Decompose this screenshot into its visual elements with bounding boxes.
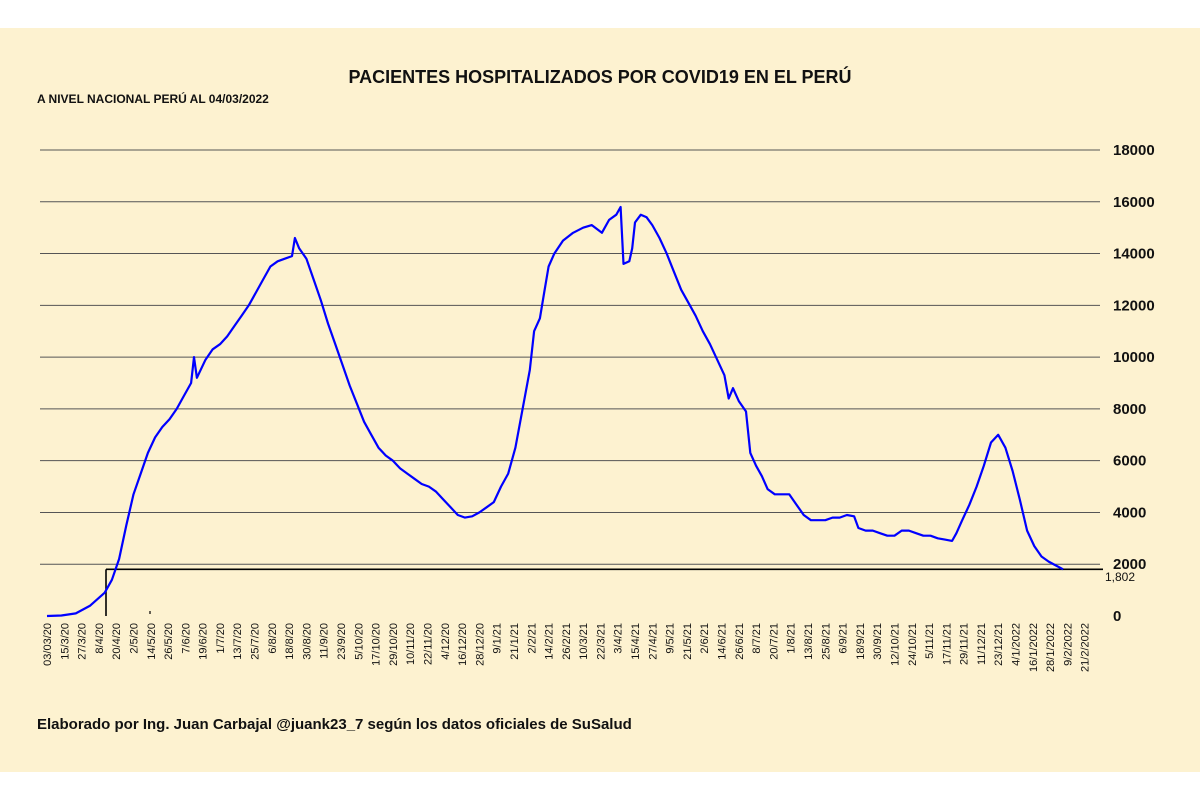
- y-tick-label: 16000: [1113, 194, 1155, 211]
- y-tick-label: 4000: [1113, 504, 1146, 521]
- x-tick-label: 18/9/21: [855, 623, 867, 660]
- y-tick-label: 2000: [1113, 556, 1146, 573]
- x-tick-label: 9/2/2022: [1062, 623, 1074, 666]
- x-tick-label: 30/8/20: [301, 623, 313, 660]
- x-tick-label: 24/10/21: [907, 623, 919, 666]
- x-tick-label: 1/7/20: [215, 623, 227, 654]
- x-tick-label: 25/8/21: [820, 623, 832, 660]
- x-tick-label: 26/2/21: [561, 623, 573, 660]
- x-tick-label: 14/2/21: [544, 623, 556, 660]
- x-tick-label: 4/12/20: [440, 623, 452, 660]
- x-tick-label: 8/4/20: [94, 623, 106, 654]
- x-tick-label: 11/9/20: [319, 623, 331, 659]
- x-tick-label: 3/4/21: [613, 623, 625, 654]
- x-tick-label: 21/2/2022: [1080, 623, 1092, 672]
- y-axis-ticks: 0 2000 4000 6000 8000 10000 12000 14000 16000 180…: [1113, 142, 1155, 625]
- y-tick-label: 14000: [1113, 246, 1155, 263]
- y-tick-label: 6000: [1113, 453, 1146, 470]
- chart-frame: PACIENTES HOSPITALIZADOS POR COVID19 EN …: [0, 28, 1200, 772]
- credit-note: Elaborado por Ing. Juan Carbajal @juank2…: [37, 716, 632, 733]
- x-tick-label: 21/5/21: [682, 623, 694, 660]
- x-tick-label: 28/12/20: [474, 623, 486, 666]
- x-tick-label: 18/8/20: [284, 623, 296, 660]
- x-tick-label: 20/4/20: [111, 623, 123, 660]
- x-tick-label: 13/8/21: [803, 623, 815, 660]
- x-tick-label: 19/6/20: [198, 623, 210, 660]
- x-tick-label: 14/6/21: [717, 623, 729, 660]
- y-tick-label: 18000: [1113, 142, 1155, 159]
- x-tick-label: 22/3/21: [595, 623, 607, 660]
- x-tick-label: 25/7/20: [250, 623, 262, 660]
- x-tick-label: 2/6/21: [699, 623, 711, 654]
- x-tick-label: 21/1/21: [509, 623, 521, 660]
- x-tick-label: 03/03/20: [42, 623, 54, 666]
- y-tick-label: 0: [1113, 608, 1121, 625]
- x-tick-label: 7/6/20: [180, 623, 192, 654]
- x-tick-label: 27/3/20: [77, 623, 89, 660]
- x-tick-label: 1/8/21: [786, 623, 798, 654]
- x-tick-label: 4/1/2022: [1011, 623, 1023, 666]
- x-tick-label: 8/7/21: [751, 623, 763, 654]
- y-tick-label: 12000: [1113, 297, 1155, 314]
- x-tick-label: 20/7/21: [768, 623, 780, 660]
- chart-title: PACIENTES HOSPITALIZADOS POR COVID19 EN …: [348, 66, 851, 87]
- reference-lines: [105, 568, 1103, 616]
- x-tick-label: 30/9/21: [872, 623, 884, 660]
- x-tick-label: 22/11/20: [422, 623, 434, 665]
- x-tick-label: 27/4/21: [647, 623, 659, 660]
- x-tick-label: 17/10/20: [371, 623, 383, 666]
- x-axis-ticks: 03/03/20 15/3/20 27/3/20 8/4/20 20/4/20 2/5/2…: [42, 623, 1092, 672]
- chart-subtitle: A NIVEL NACIONAL PERÚ AL 04/03/2022: [37, 91, 269, 106]
- gridlines: [40, 149, 1100, 565]
- x-tick-label: 5/10/20: [353, 623, 365, 660]
- last-value-label: 1,802: [1105, 570, 1135, 584]
- x-tick-label: 2/2/21: [526, 623, 538, 654]
- x-tick-label: 12/10/21: [889, 623, 901, 666]
- x-tick-label: 29/11/21: [959, 623, 971, 665]
- series-layer: [46, 205, 1064, 618]
- x-tick-label: 6/8/20: [267, 623, 279, 654]
- x-tick-label: 2/5/20: [128, 623, 140, 654]
- x-tick-label: 29/10/20: [388, 623, 400, 666]
- x-tick-label: 15/3/20: [59, 623, 71, 660]
- x-tick-label: 28/1/2022: [1045, 623, 1057, 672]
- x-tick-label: 26/6/21: [734, 623, 746, 660]
- y-tick-label: 10000: [1113, 349, 1155, 366]
- x-tick-label: 26/5/20: [163, 623, 175, 660]
- series-line-hospitalized: [46, 205, 1064, 618]
- x-tick-label: 13/7/20: [232, 623, 244, 660]
- y-tick-label: 8000: [1113, 401, 1146, 418]
- x-tick-label: 5/11/21: [924, 623, 936, 659]
- x-tick-label: 10/3/21: [578, 623, 590, 660]
- x-tick-label: 17/11/21: [941, 623, 953, 665]
- x-tick-label: 11/12/21: [976, 623, 988, 665]
- x-tick-label: 23/12/21: [993, 623, 1005, 666]
- x-tick-label: 16/12/20: [457, 623, 469, 666]
- x-tick-label: 16/1/2022: [1028, 623, 1040, 672]
- x-tick-label: 9/1/21: [492, 623, 504, 654]
- hospitalization-line-chart: PACIENTES HOSPITALIZADOS POR COVID19 EN …: [37, 66, 1155, 733]
- x-tick-label: 14/5/20: [146, 623, 158, 660]
- x-tick-label: 6/9/21: [838, 623, 850, 654]
- x-tick-label: 10/11/20: [405, 623, 417, 665]
- x-tick-label: 15/4/21: [630, 623, 642, 660]
- x-tick-label: 9/5/21: [665, 623, 677, 654]
- x-tick-label: 23/9/20: [336, 623, 348, 660]
